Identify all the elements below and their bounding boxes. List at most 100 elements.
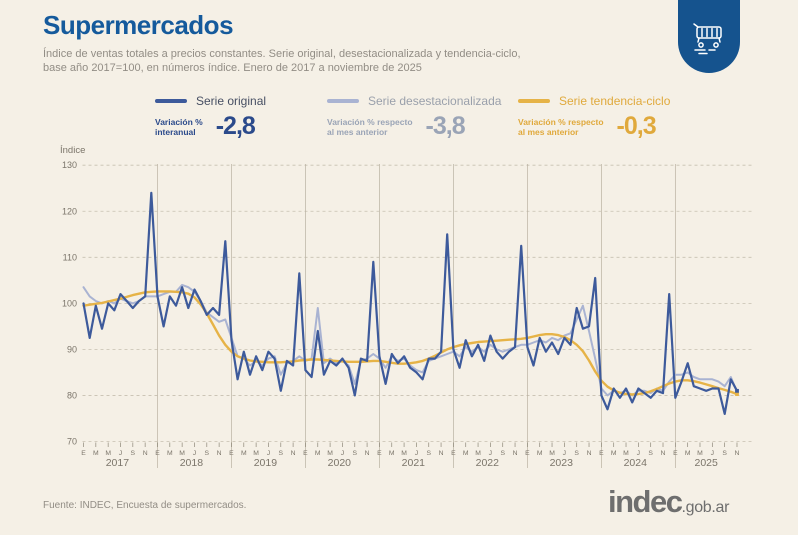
month-tick-label: M [401, 450, 407, 457]
month-tick-label: M [463, 450, 469, 457]
month-tick-label: M [105, 450, 111, 457]
ytick-label-100: 100 [62, 298, 77, 308]
month-tick-label: E [303, 450, 308, 457]
page-subtitle: Índice de ventas totales a precios const… [43, 47, 643, 75]
month-tick-label: E [673, 450, 678, 457]
month-tick-label: J [341, 450, 344, 457]
serie-original-swatch [155, 99, 187, 103]
serie-desestacionalizada-label: Serie desestacionalizada [368, 94, 502, 108]
ytick-label-130: 130 [62, 160, 77, 170]
serie-tendencia-ciclo-swatch [518, 99, 550, 103]
month-tick-label: S [574, 450, 579, 457]
month-tick-label: S [648, 450, 653, 457]
month-tick-label: J [489, 450, 492, 457]
serie-original-label: Serie original [196, 94, 267, 108]
serie-tendencia-ciclo-variation-label: Variación % respecto al mes anterior [518, 116, 604, 137]
month-tick-label: N [365, 450, 370, 457]
month-tick-label: S [426, 450, 431, 457]
serie-desestacionalizada-line [82, 283, 738, 397]
source-note: Fuente: INDEC, Encuesta de supermercados… [43, 500, 247, 511]
month-tick-label: J [563, 450, 566, 457]
month-tick-label: S [279, 450, 284, 457]
year-label-2025: 2025 [694, 457, 718, 469]
month-tick-label: E [229, 450, 234, 457]
year-label-2019: 2019 [254, 457, 278, 469]
serie-original-variation-value: -2,8 [215, 112, 256, 140]
serie-original-endpoint-marker [735, 388, 739, 393]
subtitle-line-2: base año 2017=100, en números índice. En… [43, 62, 422, 74]
month-tick-label: J [637, 450, 640, 457]
month-tick-label: E [451, 450, 456, 457]
month-tick-label: S [722, 450, 727, 457]
serie-desestacionalizada-variation-value: -3,8 [425, 112, 466, 140]
year-label-2020: 2020 [328, 457, 352, 469]
legend-serie-desestacionalizada: Serie desestacionalizada Variación % res… [327, 94, 517, 141]
legend-serie-original: Serie original Variación % interanual -2,… [155, 94, 325, 141]
month-tick-label: S [131, 450, 136, 457]
month-tick-label: E [377, 450, 382, 457]
indec-logo-main: indec [608, 484, 683, 519]
serie-tendencia-ciclo-label: Serie tendencia-ciclo [559, 94, 671, 108]
month-tick-label: N [217, 450, 222, 457]
month-tick-label: M [315, 450, 321, 457]
month-tick-label: M [549, 450, 555, 457]
month-tick-label: N [439, 450, 444, 457]
serie-tendencia-ciclo-variation-value: -0,3 [616, 112, 657, 140]
ytick-label-80: 80 [67, 390, 77, 400]
year-label-2022: 2022 [476, 457, 500, 469]
serie-original-line [82, 191, 739, 415]
chart-legend: Serie original Variación % interanual -2,… [0, 94, 798, 142]
legend-serie-tendencia-ciclo: Serie tendencia-ciclo Variación % respec… [518, 94, 718, 141]
month-tick-label: M [537, 450, 543, 457]
month-tick-label: M [623, 450, 629, 457]
month-tick-label: N [513, 450, 518, 457]
year-label-2023: 2023 [550, 457, 574, 469]
indec-logo: indec .gob.ar [608, 484, 729, 520]
month-tick-label: M [93, 450, 99, 457]
shopping-cart-icon [693, 22, 722, 54]
serie-desestacionalizada-swatch [327, 99, 359, 103]
month-tick-label: E [155, 450, 160, 457]
theme-badge [678, 0, 740, 73]
ytick-label-70: 70 [67, 437, 77, 447]
month-tick-label: M [327, 450, 333, 457]
month-tick-label: N [291, 450, 296, 457]
month-tick-label: M [685, 450, 691, 457]
month-tick-label: N [735, 450, 740, 457]
month-tick-label: J [193, 450, 196, 457]
month-tick-label: J [267, 450, 270, 457]
month-tick-label: S [352, 450, 357, 457]
month-tick-label: S [205, 450, 210, 457]
serie-desestacionalizada-variation-label: Variación % respecto al mes anterior [327, 116, 413, 137]
month-tick-label: N [143, 450, 148, 457]
serie-tendencia-ciclo-endpoint-marker [735, 392, 739, 396]
year-label-2024: 2024 [624, 457, 648, 469]
header: Supermercados Índice de ventas totales a… [43, 10, 643, 75]
month-tick-label: M [611, 450, 617, 457]
serie-tendencia-ciclo-line [82, 290, 739, 396]
ytick-label-120: 120 [62, 206, 77, 216]
year-label-2018: 2018 [180, 457, 204, 469]
month-tick-label: E [525, 450, 530, 457]
ytick-label-90: 90 [67, 344, 77, 354]
month-tick-label: S [500, 450, 505, 457]
y-axis-title: Índice [60, 145, 85, 156]
year-label-2021: 2021 [402, 457, 426, 469]
year-label-2017: 2017 [106, 457, 130, 469]
month-tick-label: M [475, 450, 481, 457]
month-tick-label: M [389, 450, 395, 457]
indec-logo-suffix: .gob.ar [681, 499, 730, 516]
month-tick-label: J [711, 450, 714, 457]
ytick-label-110: 110 [63, 252, 77, 262]
month-tick-label: E [81, 450, 86, 457]
page-title: Supermercados [43, 10, 234, 40]
month-tick-label: N [587, 450, 592, 457]
month-tick-label: E [599, 450, 604, 457]
month-tick-label: J [415, 450, 418, 457]
month-tick-label: M [241, 450, 247, 457]
month-tick-label: M [253, 450, 259, 457]
month-tick-label: M [167, 450, 173, 457]
month-tick-label: M [179, 450, 185, 457]
